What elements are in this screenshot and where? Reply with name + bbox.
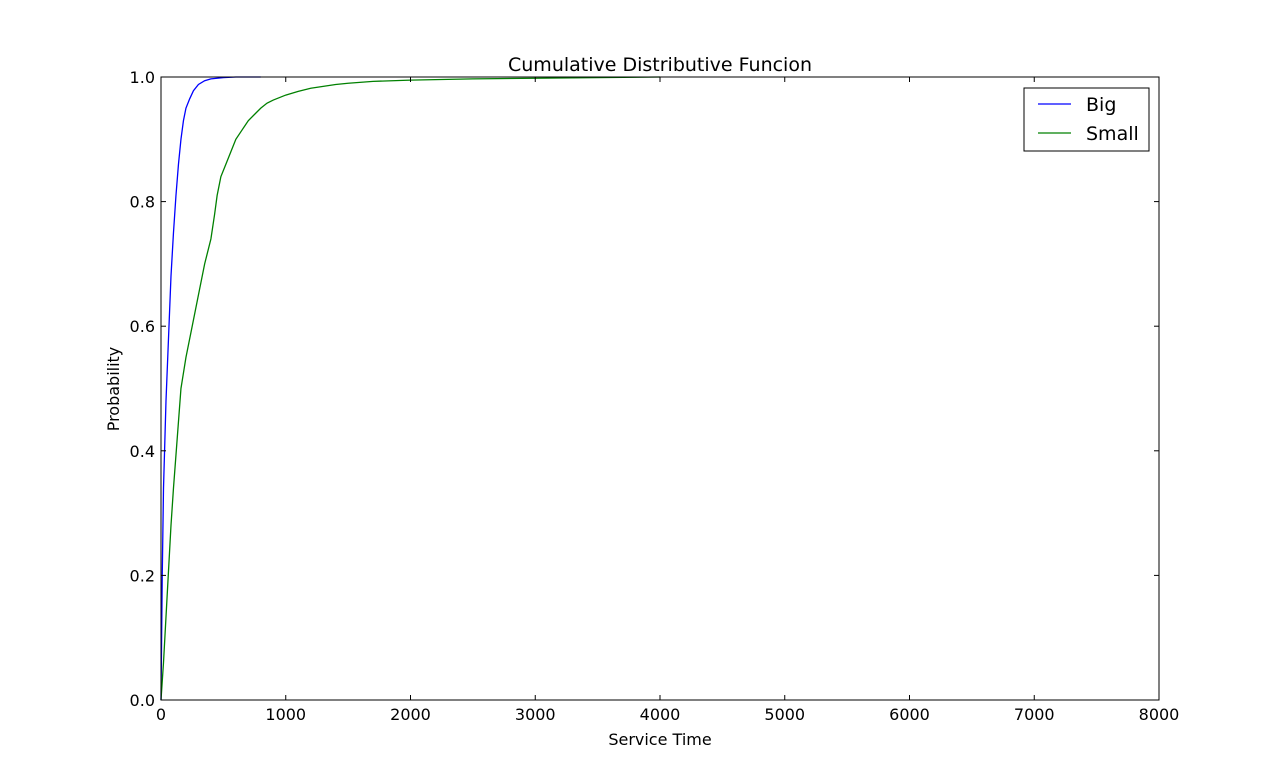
y-tick-label: 0.4	[130, 442, 155, 461]
plot-area-frame	[160, 76, 1160, 701]
y-axis-title: Probability	[104, 347, 123, 432]
x-tick-label: 2000	[390, 705, 431, 724]
legend-label-small: Small	[1086, 123, 1139, 145]
x-tick-label: 8000	[1139, 705, 1180, 724]
x-tick-label: 5000	[764, 705, 805, 724]
x-tick-label: 6000	[889, 705, 930, 724]
legend: Big Small	[1023, 87, 1150, 152]
x-axis-title: Service Time	[608, 730, 711, 749]
x-tick-label: 7000	[1014, 705, 1055, 724]
x-tick-label: 0	[156, 705, 166, 724]
tick-layer: 0 1000 2000 3000 4000 5000 6000 7000 8000 0.0 0.2 0…	[130, 68, 1180, 724]
chart-title: Cumulative Distributive Funcion	[508, 54, 812, 76]
y-tick-label: 0.2	[130, 566, 155, 585]
x-tick-label: 3000	[515, 705, 556, 724]
x-tick-label: 1000	[265, 705, 306, 724]
y-tick-label: 0.6	[130, 317, 155, 336]
y-tick-label: 0.8	[130, 193, 155, 212]
y-tick-label: 0.0	[130, 691, 155, 710]
series-line-big	[160, 76, 261, 701]
legend-label-big: Big	[1086, 94, 1116, 116]
legend-box	[1023, 87, 1150, 152]
series-line-small	[160, 76, 661, 701]
x-tick-label: 4000	[640, 705, 681, 724]
y-tick-label: 1.0	[130, 68, 155, 87]
series-layer	[160, 76, 661, 701]
